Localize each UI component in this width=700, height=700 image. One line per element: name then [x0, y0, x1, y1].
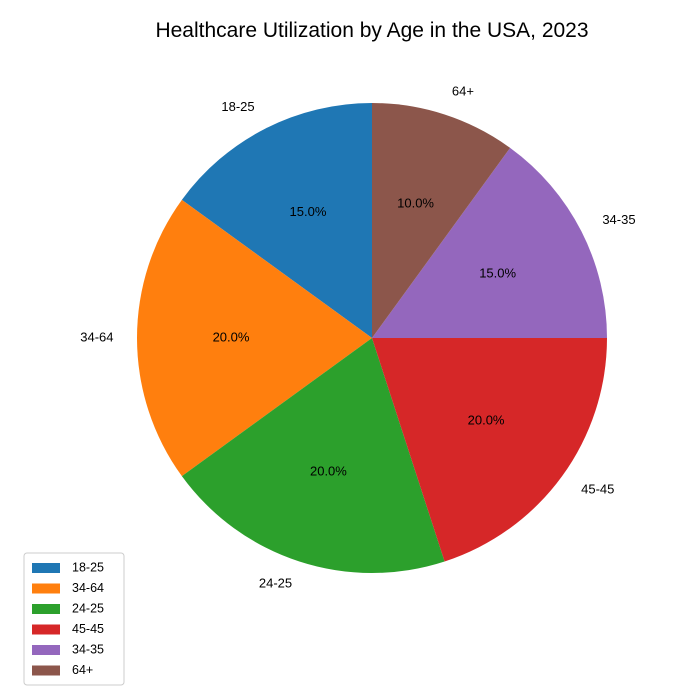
slice-category-label: 34-64	[80, 329, 113, 344]
slice-category-label: 18-25	[221, 99, 254, 114]
legend: 18-25 34-64 24-25 45-45 34-35 64+	[23, 552, 125, 686]
legend-swatch-45-45	[32, 624, 60, 635]
legend-swatch-24-25	[32, 604, 60, 614]
legend-label-45-45: 45-45	[72, 622, 104, 636]
slice-percent-label: 15.0%	[479, 265, 516, 280]
legend-swatch-34-64	[32, 583, 60, 594]
legend-label-64+: 64+	[72, 663, 93, 677]
slice-category-label: 24-25	[259, 575, 292, 590]
slice-percent-label: 20.0%	[468, 412, 505, 427]
slice-percent-label: 10.0%	[397, 195, 434, 210]
slice-category-label: 34-35	[602, 212, 635, 227]
legend-swatch-64+	[32, 665, 60, 676]
pie-slice-64+	[372, 103, 511, 338]
legend-label-18-25: 18-25	[72, 560, 104, 574]
legend-label-34-64: 34-64	[72, 581, 104, 595]
slice-category-label: 64+	[452, 84, 474, 99]
chart-title: Healthcare Utilization by Age in the USA…	[155, 19, 588, 42]
slice-percent-label: 15.0%	[290, 204, 327, 219]
pie-slice-18-25	[181, 103, 372, 338]
legend-label-24-25: 24-25	[72, 601, 104, 615]
legend-swatch-34-35	[32, 645, 60, 655]
slice-percent-label: 20.0%	[213, 329, 250, 344]
slice-category-label: 45-45	[581, 481, 614, 496]
legend-label-34-35: 34-35	[72, 642, 104, 656]
pie-slice-45-45	[372, 338, 607, 562]
pie-slice-34-64	[137, 199, 372, 477]
slice-percent-label: 20.0%	[310, 464, 347, 479]
legend-swatch-18-25	[32, 563, 60, 573]
pie-labels: 18-25 15.0% 34-64 20.0% 24-25 20.0% 45-45 20.0%…	[80, 84, 635, 591]
pie-slice-24-25	[181, 338, 445, 573]
pie-slices	[137, 103, 607, 573]
pie-slice-34-35	[372, 147, 607, 338]
